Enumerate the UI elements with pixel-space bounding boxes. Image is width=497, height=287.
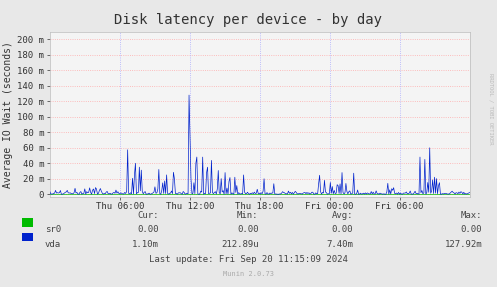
Text: sr0: sr0 [45,225,61,234]
Text: Disk latency per device - by day: Disk latency per device - by day [114,13,383,27]
Text: RRDTOOL / TOBI OETIKER: RRDTOOL / TOBI OETIKER [489,73,494,145]
Text: 0.00: 0.00 [237,225,258,234]
Text: vda: vda [45,240,61,249]
Y-axis label: Average IO Wait (seconds): Average IO Wait (seconds) [3,41,13,187]
Text: Avg:: Avg: [331,211,353,220]
Text: 0.00: 0.00 [331,225,353,234]
Text: 7.40m: 7.40m [326,240,353,249]
Text: 212.89u: 212.89u [221,240,258,249]
Text: 0.00: 0.00 [461,225,482,234]
Text: 127.92m: 127.92m [444,240,482,249]
Text: Cur:: Cur: [138,211,159,220]
Text: 0.00: 0.00 [138,225,159,234]
Text: Min:: Min: [237,211,258,220]
Text: Munin 2.0.73: Munin 2.0.73 [223,271,274,277]
Text: 1.10m: 1.10m [132,240,159,249]
Text: Last update: Fri Sep 20 11:15:09 2024: Last update: Fri Sep 20 11:15:09 2024 [149,255,348,264]
Text: Max:: Max: [461,211,482,220]
